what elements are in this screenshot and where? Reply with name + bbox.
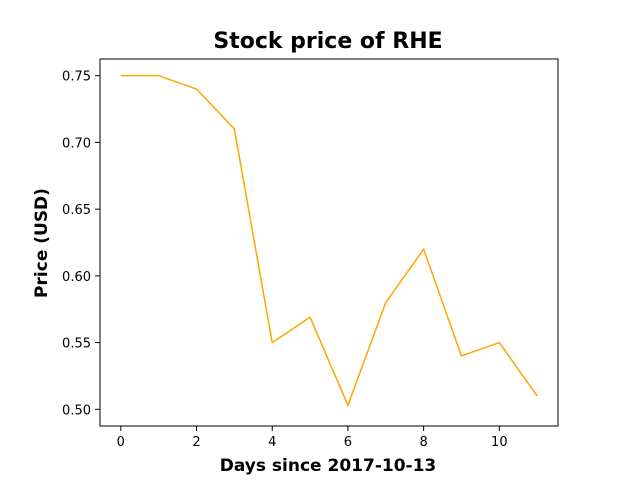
x-tick-label: 4 bbox=[268, 435, 276, 450]
x-tick-label: 2 bbox=[192, 435, 200, 450]
series-line bbox=[120, 74, 538, 407]
y-tick-label: 0.55 bbox=[62, 337, 91, 352]
y-tick-label: 0.65 bbox=[62, 203, 91, 218]
x-axis-ticks: 0 2 4 6 8 10 bbox=[117, 426, 508, 450]
y-tick-label: 0.70 bbox=[62, 136, 91, 151]
y-tick-label: 0.60 bbox=[62, 270, 91, 285]
y-axis-label: Price (USD) bbox=[32, 188, 52, 298]
x-tick-label: 0 bbox=[117, 435, 125, 450]
y-tick-label: 0.75 bbox=[62, 70, 91, 85]
x-tick-label: 10 bbox=[491, 435, 508, 450]
x-axis-label: Days since 2017-10-13 bbox=[220, 456, 437, 476]
series-layer bbox=[120, 74, 538, 407]
y-tick-label: 0.50 bbox=[62, 403, 91, 418]
chart-title: Stock price of RHE bbox=[213, 29, 442, 54]
x-tick-label: 8 bbox=[419, 435, 427, 450]
plot-area bbox=[99, 58, 559, 427]
y-axis-ticks: 0.50 0.55 0.60 0.65 0.70 0.75 bbox=[62, 70, 100, 418]
x-tick-label: 6 bbox=[344, 435, 352, 450]
